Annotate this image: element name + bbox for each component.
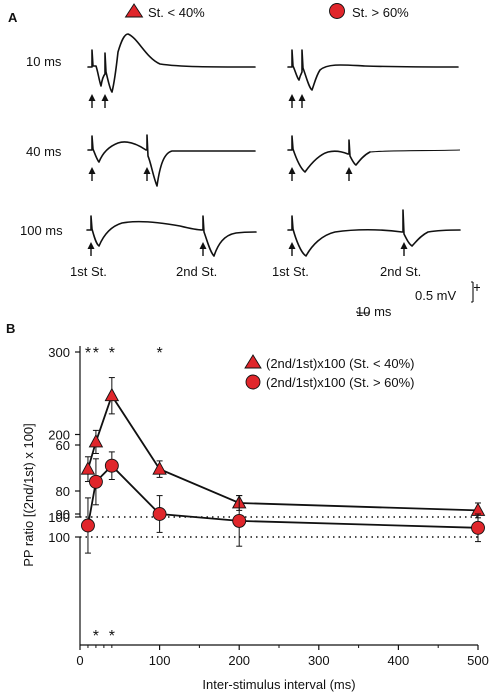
significance-star: * [93,345,99,362]
data-point-circle [232,513,247,528]
y-tick-label-lower: 80 [56,484,70,499]
data-point-triangle [152,461,167,475]
data-point-circle [471,520,485,535]
data-point-triangle [104,387,120,402]
scalebar-time-label: 10 ms [356,304,392,319]
legend-circle-label: St. > 60% [352,5,409,20]
trace-100ms-strong [287,209,461,257]
stim-label-first-left: 1st St. [70,264,107,279]
panel-a-label: A [8,10,18,25]
x-tick-label: 500 [467,653,489,668]
row-label-100ms: 100 ms [20,223,63,238]
x-axis-label: Inter-stimulus interval (ms) [202,677,355,692]
trace-100ms-weak [86,215,257,257]
legend-triangle-icon [124,3,144,18]
x-tick-label: 100 [149,653,171,668]
stim-arrow-icon [287,166,297,182]
trace-10ms-weak [87,33,256,93]
chart-legend-triangle-icon [244,354,262,369]
significance-star: * [109,345,115,362]
significance-star: * [156,345,162,362]
stim-arrow-icon [86,241,96,257]
y-tick-label-upper: 300 [48,345,70,360]
stim-arrow-icon [287,93,297,109]
significance-star: * [109,628,115,645]
series-line-2 [87,464,479,529]
row-label-10ms: 10 ms [26,54,62,69]
significance-star: * [85,345,91,362]
stim-arrow-icon [87,166,97,182]
x-tick-label: 400 [388,653,410,668]
chart-legend-series-2: (2nd/1st)x100 (St. > 60%) [266,375,415,390]
y-tick-label-upper: 200 [48,428,70,443]
scalebar [356,281,474,314]
stim-arrow-icon [297,93,307,109]
trace-40ms-strong [287,135,371,173]
data-point-circle [104,458,119,473]
legend-circle-icon [329,3,345,19]
data-point-circle [81,518,95,533]
chart-legend-series-1: (2nd/1st)x100 (St. < 40%) [266,356,415,371]
data-point-triangle [88,433,104,448]
series-points [80,377,486,554]
stim-label-first-right: 1st St. [272,264,309,279]
y-tick-label-upper: 100 [48,510,70,525]
row-label-40ms: 40 ms [26,144,62,159]
data-point-circle [152,507,167,521]
x-tick-label: 0 [76,653,83,668]
stim-arrow-icon [399,241,409,257]
trace-40ms-weak [87,134,256,187]
stim-label-second-left: 2nd St. [176,264,217,279]
stim-arrow-icon [287,241,297,257]
stim-arrow-icon [100,93,110,109]
stim-arrow-icon [142,166,152,182]
stim-arrow-icon [344,166,354,182]
scalebar-voltage-label: 0.5 mV [415,288,457,303]
legend-triangle-label: St. < 40% [148,5,205,20]
trace-40ms-strong-tail [369,149,461,153]
significance-star: * [93,628,99,645]
data-point-triangle [80,461,96,475]
stim-arrow-icon [87,93,97,109]
x-tick-label: 300 [308,653,330,668]
chart-legend-circle-icon [245,374,261,390]
trace-10ms-strong [287,49,459,91]
y-axis-label: PP ratio [(2nd/1st) x 100] [21,423,36,567]
y-tick-label-lower: 100 [48,530,70,545]
series-line-1 [87,393,479,512]
y-tick-label-lower: 90 [56,507,70,522]
data-point-circle [88,474,103,489]
x-tick-label: 200 [228,653,250,668]
panel-b-label: B [6,321,15,336]
stim-label-second-right: 2nd St. [380,264,421,279]
significance-marks: * * * ** * [85,345,163,645]
stim-arrow-icon [198,241,208,257]
y-tick-label-lower: 60 [56,438,70,453]
series-lines [87,393,479,529]
